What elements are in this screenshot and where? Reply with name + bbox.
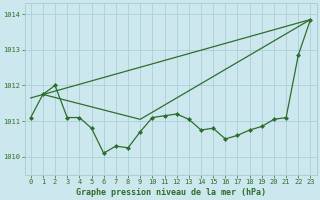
- X-axis label: Graphe pression niveau de la mer (hPa): Graphe pression niveau de la mer (hPa): [76, 188, 266, 197]
